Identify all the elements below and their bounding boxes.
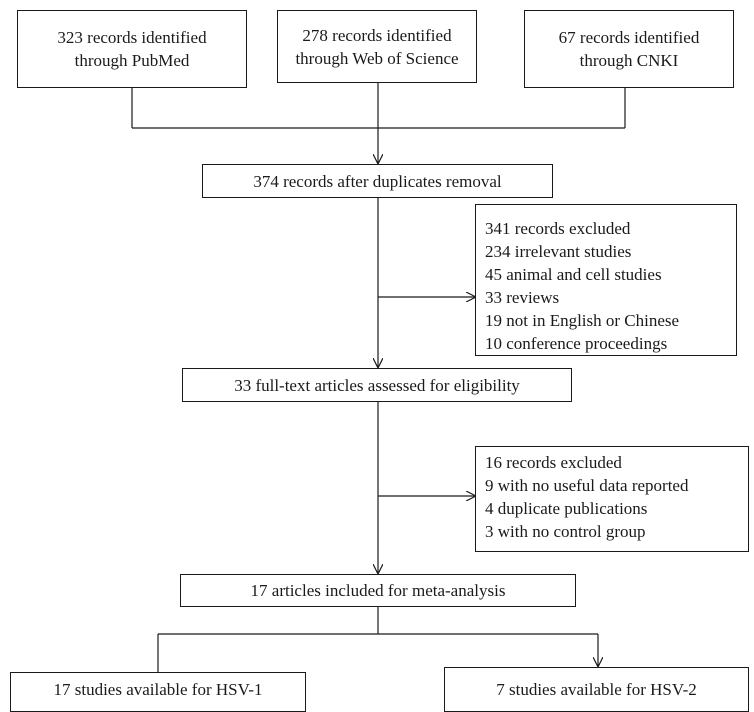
after-duplicates-box: 374 records after duplicates removal [202,164,553,198]
source-wos-line1: 278 records identified [302,25,452,45]
outcome-box-hsv1: 17 studies available for HSV-1 [10,672,306,712]
source-wos-line2: through Web of Science [295,48,459,68]
exclusion-box-1: 341 records excluded 234 irrelevant stud… [475,204,737,356]
outcome-hsv1-text: 17 studies available for HSV-1 [53,680,263,699]
exclusion-1-title: 341 records excluded [485,219,631,238]
exclusion-2-title: 16 records excluded [485,453,622,472]
included-box: 17 articles included for meta-analysis [180,574,576,607]
exclusion-box-2: 16 records excluded 9 with no useful dat… [475,446,749,552]
exclusion-1-item: 19 not in English or Chinese [485,311,680,330]
source-box-cnki: 67 records identified through CNKI [524,10,734,88]
source-cnki-line1: 67 records identified [558,28,700,47]
exclusion-2-item: 3 with no control group [485,522,646,541]
source-box-web-of-science: 278 records identified through Web of Sc… [277,10,477,83]
exclusion-1-item: 234 irrelevant studies [485,242,632,261]
full-text-text: 33 full-text articles assessed for eligi… [234,375,520,395]
exclusion-1-item: 33 reviews [485,288,560,307]
source-box-pubmed: 323 records identified through PubMed [17,10,247,88]
after-duplicates-text: 374 records after duplicates removal [253,171,502,191]
exclusion-2-item: 9 with no useful data reported [485,476,689,495]
outcome-box-hsv2: 7 studies available for HSV-2 [444,667,749,712]
source-pubmed-line2: through PubMed [74,51,190,70]
source-pubmed-line1: 323 records identified [57,28,207,47]
exclusion-1-item: 45 animal and cell studies [485,265,662,284]
exclusion-2-item: 4 duplicate publications [485,499,648,518]
full-text-box: 33 full-text articles assessed for eligi… [182,368,572,402]
exclusion-1-item: 10 conference proceedings [485,334,668,353]
included-text: 17 articles included for meta-analysis [250,581,506,600]
source-cnki-line2: through CNKI [579,51,679,70]
outcome-hsv2-text: 7 studies available for HSV-2 [496,680,697,699]
